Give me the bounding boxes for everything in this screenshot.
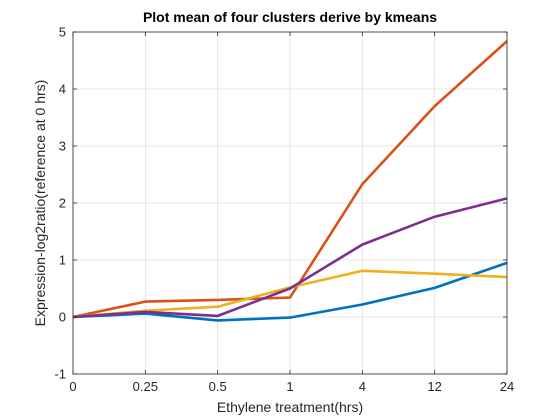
y-tick-label: 1 xyxy=(59,253,66,268)
x-tick-label: 0.25 xyxy=(133,379,158,394)
x-tick-label: 0.5 xyxy=(209,379,227,394)
x-axis-label: Ethylene treatment(hrs) xyxy=(217,399,363,415)
x-axis: 0 0.25 0.5 1 4 12 24 xyxy=(69,32,514,394)
y-axis: -1 0 1 2 3 4 5 xyxy=(54,25,507,382)
series-line-1 xyxy=(72,261,508,322)
y-tick-label: 5 xyxy=(59,25,66,40)
y-tick-label: 2 xyxy=(59,196,66,211)
x-tick-label: 0 xyxy=(69,379,76,394)
y-tick-label: 0 xyxy=(59,310,66,325)
series-group xyxy=(72,40,508,322)
y-tick-label: 3 xyxy=(59,139,66,154)
y-tick-label: -1 xyxy=(54,367,66,382)
chart-title: Plot mean of four clusters derive by kme… xyxy=(143,9,437,25)
series-line-2 xyxy=(72,40,508,319)
y-axis-label: Expression-log2ratio(reference at 0 hrs) xyxy=(32,80,48,327)
x-tick-label: 24 xyxy=(500,379,514,394)
x-tick-label: 1 xyxy=(286,379,293,394)
x-tick-label: 12 xyxy=(427,379,441,394)
series-line-4 xyxy=(72,197,508,319)
y-tick-label: 4 xyxy=(59,82,66,97)
x-tick-label: 4 xyxy=(359,379,366,394)
